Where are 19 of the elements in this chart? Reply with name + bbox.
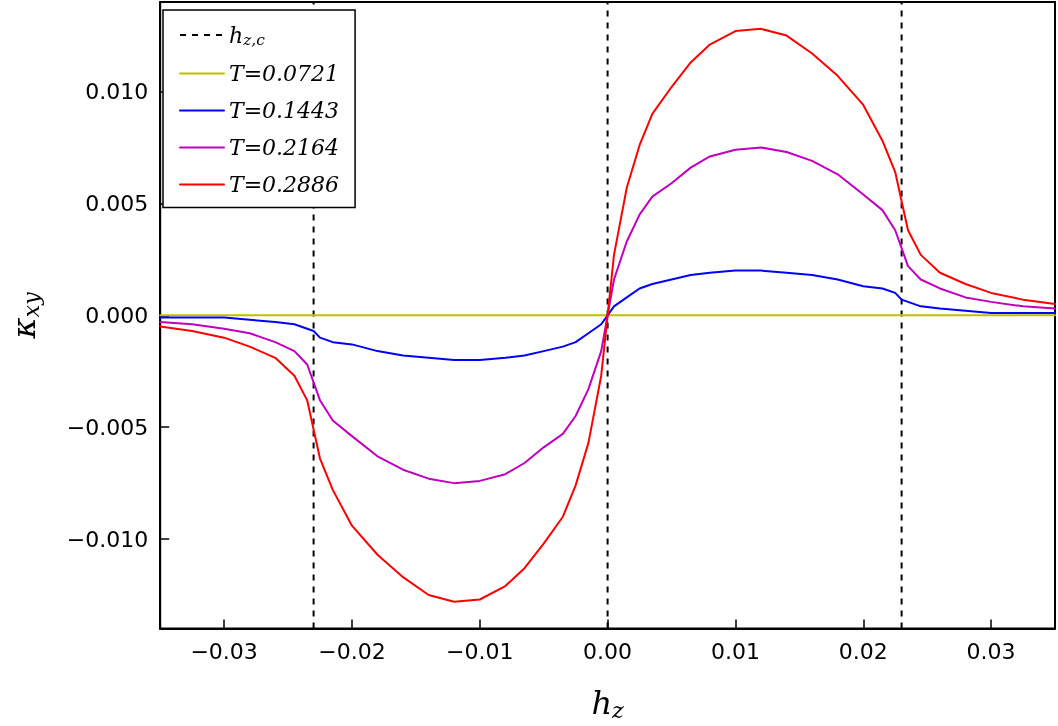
x-tick-label: 0.02	[838, 639, 888, 665]
x-tick-label: −0.03	[190, 639, 258, 665]
y-tick-label: 0.000	[85, 302, 149, 328]
legend-label: T=0.0721	[229, 60, 340, 86]
legend-label: T=0.2886	[229, 171, 340, 197]
y-tick-label: −0.005	[66, 414, 149, 440]
y-tick-label: 0.010	[85, 79, 149, 105]
line-series	[159, 27, 1056, 603]
line-series	[159, 269, 1056, 362]
y-axis-title: κxy	[5, 291, 45, 340]
legend-label: T=0.1443	[229, 97, 340, 123]
x-tick-label: −0.01	[446, 639, 514, 665]
legend-label: T=0.2164	[229, 134, 340, 160]
x-tick-label: 0.01	[710, 639, 760, 665]
y-tick-label: −0.010	[66, 526, 149, 552]
x-tick-label: −0.02	[318, 639, 386, 665]
x-tick-label: 0.03	[966, 639, 1016, 665]
y-tick-label: 0.005	[85, 190, 149, 216]
x-tick-label: 0.00	[583, 639, 633, 665]
